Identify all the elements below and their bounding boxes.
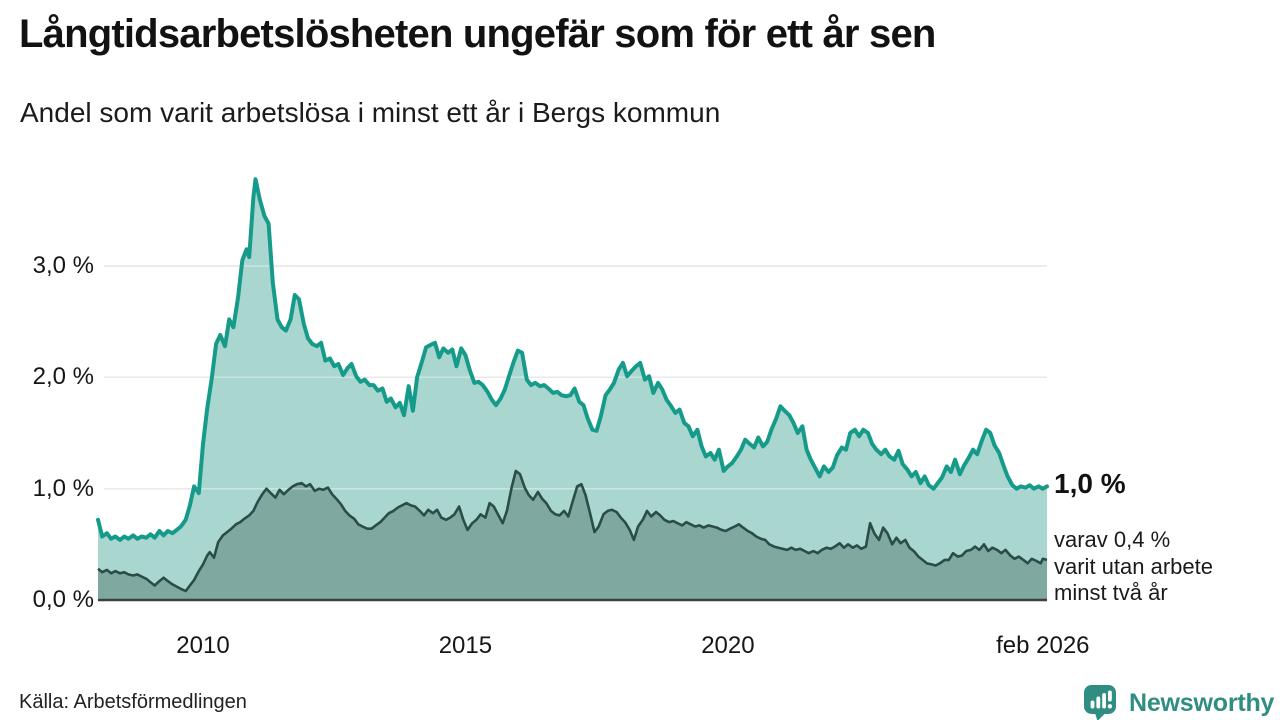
end-note-line-2: varit utan arbete — [1054, 553, 1213, 579]
newsworthy-logo-text: Newsworthy — [1129, 689, 1275, 717]
area-fill-two-years — [98, 470, 1047, 600]
end-note-label: varav 0,4 % varit utan arbete minst två … — [1054, 527, 1213, 607]
source-credit: Källa: Arbetsförmedlingen — [19, 691, 247, 713]
x-tick-label: 2015 — [438, 632, 493, 659]
end-note-line-3: minst två år — [1054, 580, 1168, 605]
y-tick-label: 1,0 % — [32, 474, 94, 502]
x-tick-label: 2020 — [701, 632, 755, 659]
page-title: Långtidsarbetslösheten ungefär som för e… — [19, 12, 936, 56]
newsworthy-bubble-chart-icon — [1084, 685, 1116, 720]
series-line-two-years — [97, 469, 1048, 593]
end-note-line-1: varav 0,4 % — [1054, 527, 1171, 552]
newsworthy-logo: Newsworthy — [1083, 684, 1274, 720]
x-tick-label: feb 2026 — [996, 632, 1090, 659]
page-subtitle: Andel som varit arbetslösa i minst ett å… — [20, 97, 721, 128]
y-tick-label: 0,0 % — [32, 586, 94, 613]
y-tick-label: 2,0 % — [32, 363, 94, 391]
y-tick-label: 3,0 % — [32, 252, 94, 279]
x-tick-label: 2010 — [176, 632, 230, 659]
area-fill-one-year — [98, 179, 1047, 600]
series-line-one-year — [96, 177, 1049, 542]
end-value-label: 1,0 % — [1054, 468, 1126, 499]
